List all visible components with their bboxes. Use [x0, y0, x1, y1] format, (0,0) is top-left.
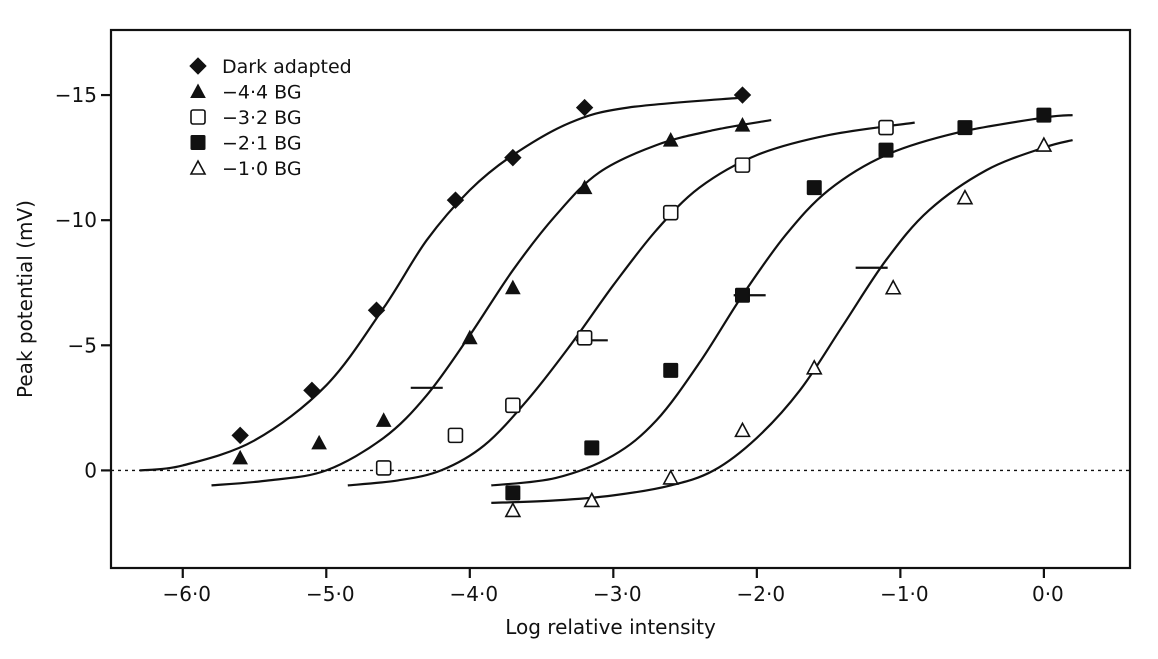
legend-4-marker	[189, 159, 207, 175]
series-1-point	[375, 412, 392, 427]
series-2-point	[505, 397, 521, 414]
series-4-point	[805, 359, 823, 375]
x-tick-label: −1·0	[880, 582, 929, 606]
legend-2-label: −3·2 BG	[222, 107, 302, 129]
legend: Dark adapted −4·4 BG −3·2 BG −2·1 BG −1·0 BG	[189, 56, 352, 180]
x-tick-label: −4·0	[450, 582, 499, 606]
series-2-point	[375, 460, 392, 476]
plot-frame	[109, 28, 1132, 570]
series-2-point	[662, 204, 679, 221]
series-0-point	[231, 426, 249, 445]
series-0-point	[367, 301, 386, 319]
series-3-point	[734, 287, 750, 303]
legend-1-label: −4·4 BG	[222, 82, 302, 104]
series-2-point	[734, 157, 751, 173]
series-1-curve	[211, 119, 772, 487]
series-2-point	[447, 427, 464, 444]
x-tick-label: −5·0	[306, 582, 355, 606]
plot-frame-layer	[109, 28, 1132, 570]
series-1-point	[311, 434, 327, 450]
legend-4-label: −1·0 BG	[222, 158, 302, 180]
y-tick-label: −5	[68, 333, 97, 357]
series-4-curve	[491, 139, 1073, 504]
ticks-layer: −6·0 −5·0 −4·0 −3·0 −2·0 −1·0 0·0 −15 −10 −5 0	[55, 83, 1064, 606]
series-3-point	[806, 180, 822, 196]
legend-1-marker	[190, 83, 206, 98]
series-1-point	[505, 279, 521, 295]
series-4-point	[504, 501, 522, 518]
series-1-point	[576, 179, 593, 195]
curves-layer	[139, 96, 1073, 504]
series-4-point	[1035, 136, 1053, 152]
series-0-point	[303, 381, 321, 400]
series-4-point	[884, 279, 902, 295]
series-3-point	[505, 485, 521, 501]
series-3-point	[584, 440, 600, 456]
series-1-point	[232, 449, 249, 465]
series-0-point	[575, 98, 594, 117]
legend-0-marker	[189, 57, 207, 75]
series-0-point	[733, 86, 752, 104]
x-tick-label: −3·0	[593, 582, 642, 606]
series-2-point	[576, 329, 593, 346]
legend-2-marker	[190, 109, 206, 125]
y-tick-label: −10	[55, 208, 97, 232]
series-0-point	[504, 148, 522, 167]
legend-3-label: −2·1 BG	[222, 133, 302, 155]
series-4-point	[734, 421, 751, 438]
y-tick-label: 0	[84, 458, 97, 482]
series-1-point	[461, 329, 478, 345]
series-2-curve	[347, 121, 915, 487]
series-4-point	[583, 491, 601, 508]
series-3-point	[878, 142, 894, 158]
series-4-point	[956, 188, 974, 205]
x-tick-label: −6·0	[162, 582, 211, 606]
series-4-point	[662, 469, 680, 485]
y-tick-label: −15	[55, 83, 97, 107]
x-axis-label: Log relative intensity	[505, 615, 716, 639]
series-1-point	[662, 132, 679, 147]
series-1-point	[734, 117, 751, 132]
y-axis-label: Peak potential (mV)	[13, 200, 37, 398]
x-tick-label: 0·0	[1032, 582, 1064, 606]
legend-0-label: Dark adapted	[222, 56, 352, 78]
series-3-point	[663, 362, 679, 378]
legend-3-marker	[190, 135, 206, 150]
series-3-point	[1036, 107, 1052, 123]
series-2-point	[878, 119, 894, 136]
series-0-point	[446, 191, 465, 209]
series-0-curve	[139, 96, 743, 472]
x-tick-label: −2·0	[737, 582, 786, 606]
points-layer	[231, 86, 1053, 518]
series-3-point	[957, 120, 973, 136]
